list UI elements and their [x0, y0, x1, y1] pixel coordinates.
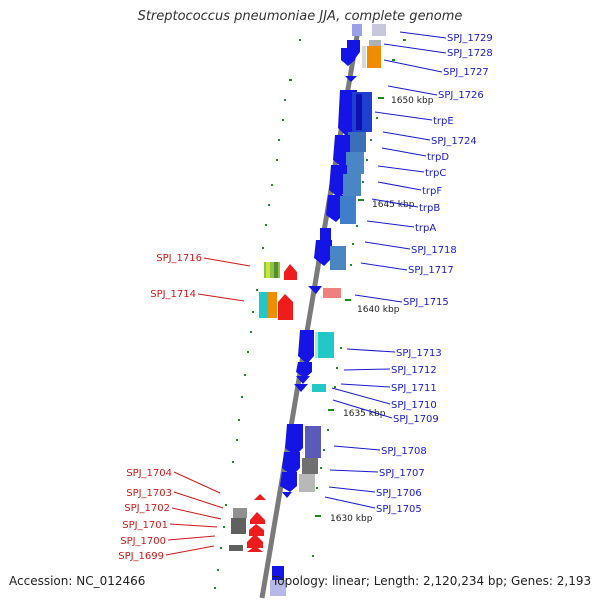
gene-label[interactable]: SPJ_1714	[150, 289, 196, 300]
scale-label-1650: 1650 kbp	[391, 96, 434, 106]
gene-spj-1706-arrow[interactable]	[280, 472, 297, 492]
gene-label[interactable]: SPJ_1700	[120, 536, 166, 547]
gene-spj-1712-arrow[interactable]	[296, 362, 312, 378]
gene-label[interactable]: SPJ_1715	[403, 297, 449, 308]
gene-spj-1713-arrow[interactable]	[298, 330, 314, 364]
gene-trpd-block[interactable]	[346, 152, 364, 174]
gene-spj-1727-arrow[interactable]	[341, 48, 355, 66]
gene-trpd-arrow[interactable]	[333, 135, 350, 168]
gene-spj-1714-arrow[interactable]	[278, 294, 293, 320]
gene-spj-1708-block[interactable]	[305, 426, 321, 458]
gene-spj-1708-arrow[interactable]	[285, 424, 303, 456]
gene-spj-1700-arrow[interactable]	[247, 534, 263, 548]
scale-label-1640: 1640 kbp	[357, 305, 400, 315]
scale-label-1630: 1630 kbp	[330, 514, 373, 524]
gene-label[interactable]: SPJ_1706	[376, 488, 422, 499]
reverse-strand-guide	[214, 39, 301, 589]
gene-spj-1707-arrow[interactable]	[282, 452, 300, 476]
gene-label[interactable]: SPJ_1709	[393, 414, 439, 425]
gene-label[interactable]: SPJ_1727	[443, 67, 489, 78]
gene-label[interactable]: SPJ_1712	[391, 365, 437, 376]
gene-spj-1714-orange[interactable]	[268, 292, 277, 318]
gene-spj-1728-block[interactable]	[369, 40, 381, 46]
gene-bottom-block[interactable]	[272, 566, 284, 584]
gene-spj-1718-arrow[interactable]	[314, 240, 332, 266]
gene-spj-1703-block[interactable]	[233, 508, 247, 518]
gene-label[interactable]: trpE	[433, 116, 454, 127]
gene-label[interactable]: SPJ_1710	[391, 400, 437, 411]
gene-spj-1715-block[interactable]	[323, 288, 341, 298]
gene-spj-1717-block[interactable]	[330, 246, 346, 270]
gene-spj-1710-block[interactable]	[312, 384, 326, 392]
gene-spj-1713-block[interactable]	[318, 332, 334, 358]
gene-label[interactable]: SPJ_1705	[376, 504, 422, 515]
gene-label[interactable]: SPJ_1724	[431, 136, 477, 147]
gene-label[interactable]: trpB	[419, 203, 440, 214]
gene-label[interactable]: SPJ_1701	[122, 520, 168, 531]
gene-spj-1727-shade	[362, 46, 366, 68]
gene-spj-1705-arrow[interactable]	[282, 492, 292, 498]
gene-spj-1727-block[interactable]	[367, 46, 381, 68]
gene-label[interactable]: SPJ_1708	[381, 446, 427, 457]
right-gene-labels: SPJ_1729 SPJ_1728 SPJ_1727 SPJ_1726 trpE…	[376, 33, 493, 515]
forward-strand-ticks	[312, 39, 406, 557]
gene-spj-1724-block[interactable]	[348, 132, 366, 152]
gene-spj-1729-block[interactable]	[352, 24, 362, 36]
gene-spj-1715-arrow[interactable]	[308, 286, 322, 294]
gene-label[interactable]: SPJ_1702	[124, 503, 170, 514]
gene-label[interactable]: SPJ_1713	[396, 348, 442, 359]
gene-trpf-arrow[interactable]	[326, 195, 343, 222]
gene-trpc-arrow[interactable]	[329, 165, 347, 198]
gene-trpc-block[interactable]	[343, 174, 361, 196]
gene-spj-1699-block[interactable]	[229, 545, 243, 551]
accession-label: Accession: NC_012466	[9, 574, 146, 588]
gene-spj-1714-block[interactable]	[259, 292, 269, 318]
gene-label[interactable]: trpA	[415, 223, 436, 234]
gene-trpe-inner	[356, 94, 362, 130]
gene-spj-1711-arrow[interactable]	[296, 376, 310, 384]
gene-spj-1699-arrow[interactable]	[247, 546, 263, 552]
gene-label[interactable]: SPJ_1707	[379, 468, 425, 479]
gene-label[interactable]: trpD	[427, 152, 449, 163]
gene-spj-1726-arrow[interactable]	[345, 76, 357, 82]
gene-spj-1701-arrow[interactable]	[249, 524, 264, 536]
gene-label[interactable]: SPJ_1728	[447, 48, 493, 59]
gene-label[interactable]: SPJ_1729	[447, 33, 493, 44]
left-callout-lines	[165, 257, 251, 556]
gene-label[interactable]: trpC	[425, 168, 446, 179]
gene-label[interactable]: SPJ_1699	[118, 551, 164, 562]
gene-label[interactable]: SPJ_1703	[126, 488, 172, 499]
gene-spj-1716-arrow[interactable]	[284, 264, 297, 280]
gene-label[interactable]: SPJ_1717	[408, 265, 454, 276]
gene-label[interactable]: SPJ_1716	[156, 253, 202, 264]
gene-label[interactable]: SPJ_1711	[391, 383, 437, 394]
gene-label[interactable]: SPJ_1726	[438, 90, 484, 101]
gene-spj-1729-block-b[interactable]	[372, 24, 386, 36]
gene-spj-1716-stripe-b	[274, 262, 278, 278]
gene-spj-1709-arrow[interactable]	[294, 384, 308, 392]
gene-spj-1706-block[interactable]	[299, 474, 315, 492]
gene-spj-1707-block[interactable]	[302, 458, 318, 474]
right-callout-lines	[324, 31, 447, 509]
gene-spj-1713-shade	[315, 332, 318, 358]
gene-trpb-block[interactable]	[340, 196, 356, 224]
genome-title: Streptococcus pneumoniae JJA, complete g…	[137, 9, 463, 24]
gene-spj-1703-arrow[interactable]	[250, 512, 265, 524]
gene-spj-1704-arrow[interactable]	[254, 494, 266, 500]
scale-label-group: 1650 kbp 1645 kbp 1640 kbp 1635 kbp 1630…	[330, 96, 434, 524]
gene-label[interactable]: SPJ_1718	[411, 245, 457, 256]
gene-spj-1702-block[interactable]	[231, 518, 246, 534]
gene-label[interactable]: SPJ_1704	[126, 468, 172, 479]
scale-label-1645: 1645 kbp	[372, 200, 415, 210]
gene-spj-1716-stripe	[266, 262, 270, 278]
topology-summary: Topology: linear; Length: 2,120,234 bp; …	[272, 574, 592, 588]
gene-label[interactable]: trpF	[422, 186, 442, 197]
left-gene-labels: SPJ_1716 SPJ_1714 SPJ_1704 SPJ_1703 SPJ_…	[118, 253, 202, 562]
scale-label-1635: 1635 kbp	[343, 409, 386, 419]
gene-bottom-block-b[interactable]	[270, 580, 286, 596]
